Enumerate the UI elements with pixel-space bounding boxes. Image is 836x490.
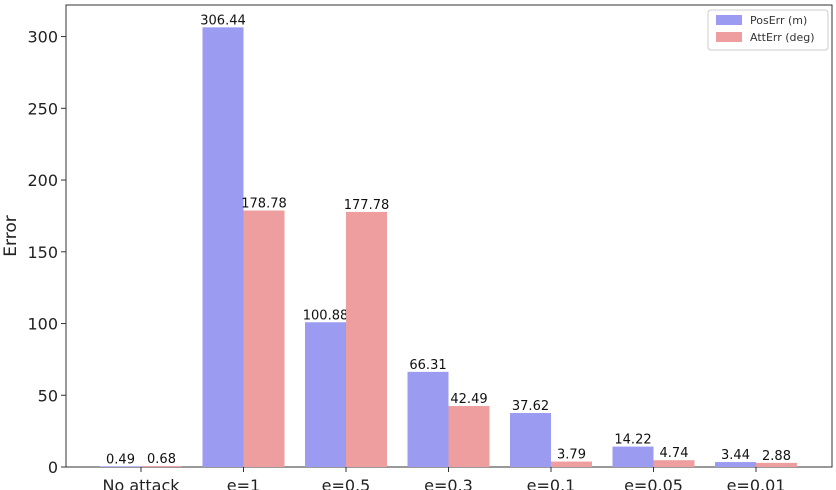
x-tick-label: e=0.1: [527, 476, 576, 490]
data-label: 100.88: [303, 308, 349, 323]
data-label: 0.68: [147, 452, 176, 467]
y-tick-label: 100: [27, 315, 58, 334]
y-tick-label: 0: [48, 458, 58, 477]
data-label: 42.49: [450, 392, 487, 407]
bar-atterr: [346, 211, 387, 467]
bar-atterr: [243, 210, 285, 467]
data-label: 3.44: [721, 448, 750, 463]
bar-poserr: [612, 446, 654, 467]
data-label: 66.31: [409, 358, 446, 373]
x-axis: No attack e=1 e=0.5 e=0.3 e=0.1 e=0.05 e=0.01: [102, 467, 785, 490]
data-label: 306.44: [200, 13, 246, 28]
bar-atterr: [551, 461, 592, 467]
bar-poserr: [715, 462, 756, 467]
plot-frame: [65, 4, 833, 468]
bar-atterr: [141, 466, 182, 467]
data-label: 14.22: [614, 433, 651, 448]
data-label: 177.78: [344, 198, 390, 213]
x-tick-label: No attack: [102, 476, 180, 490]
x-tick-label: e=0.01: [727, 476, 786, 490]
bar-atterr: [756, 462, 797, 467]
data-label: 4.74: [660, 446, 689, 461]
y-axis-label: Error: [1, 215, 21, 256]
y-tick-label: 50: [38, 386, 58, 405]
x-tick-label: e=1: [227, 476, 260, 490]
data-label: 3.79: [557, 448, 586, 463]
legend-label-atterr: AttErr (deg): [750, 31, 815, 44]
legend: PosErr (m) AttErr (deg): [707, 9, 829, 51]
x-tick-label: e=0.5: [322, 476, 371, 490]
bar-poserr: [510, 413, 551, 467]
x-tick-label: e=0.3: [424, 476, 473, 490]
data-label: 2.88: [762, 449, 791, 464]
legend-swatch-poserr: [716, 15, 742, 25]
bar-poserr: [305, 322, 346, 467]
bar-poserr: [407, 371, 449, 467]
bar-atterr: [653, 460, 695, 467]
y-axis: 0 50 100 150 200 250 300: [27, 28, 66, 477]
bar-poserr: [100, 466, 141, 467]
data-label: 0.49: [106, 452, 135, 467]
y-tick-label: 300: [27, 28, 58, 47]
x-tick-label: e=0.05: [624, 476, 683, 490]
bars: 0.49 0.68 306.44 178.78 100.88 177.78 66.31 42.…: [100, 13, 797, 467]
data-label: 178.78: [241, 196, 287, 211]
legend-swatch-atterr: [716, 32, 742, 42]
bar-atterr: [448, 406, 490, 467]
legend-label-poserr: PosErr (m): [750, 14, 807, 27]
y-tick-label: 200: [27, 171, 58, 190]
y-tick-label: 150: [27, 243, 58, 262]
bar-poserr: [202, 27, 244, 467]
data-label: 37.62: [512, 399, 549, 414]
y-tick-label: 250: [27, 99, 58, 118]
